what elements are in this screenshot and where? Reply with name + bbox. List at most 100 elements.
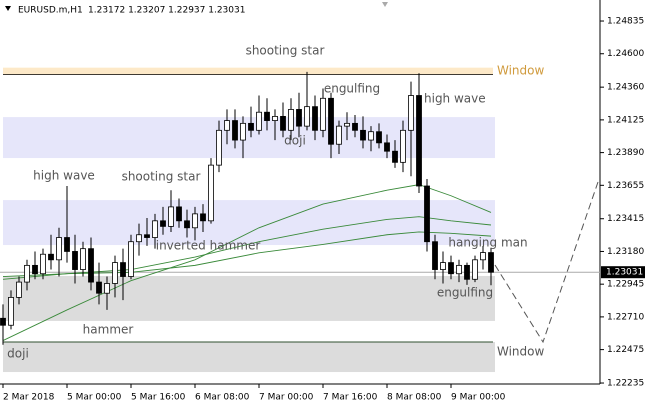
candle-body (336, 125, 342, 145)
candle-body (384, 142, 390, 152)
chart-info: 1.23172 1.23207 1.22937 1.23031 (88, 6, 245, 16)
candle-body (240, 122, 246, 141)
candle-body (448, 262, 454, 275)
candle-body (456, 264, 462, 275)
candle-body (296, 109, 302, 127)
menu-icon[interactable] (5, 6, 11, 11)
candle-body (232, 120, 238, 141)
candle-body (80, 248, 86, 270)
pattern-annotation: high wave (424, 92, 486, 106)
candle-body (8, 296, 14, 326)
y-tick-label: 1.24125 (607, 115, 644, 125)
candle-body (64, 237, 70, 252)
candle-body (280, 115, 286, 131)
x-tick-label: 2 Mar 2018 (3, 393, 55, 403)
candle-body (416, 95, 422, 187)
pattern-annotation: high wave (33, 169, 95, 183)
pattern-annotation: hanging man (448, 236, 527, 250)
candle-body (200, 213, 206, 222)
candle-body (0, 317, 6, 326)
candle-body (184, 220, 190, 229)
x-tick-label: 5 Mar 16:00 (131, 393, 186, 403)
chart-title: EURUSD.m,H1 (18, 6, 83, 16)
current-price-box (601, 266, 645, 279)
candle-body (464, 264, 470, 280)
candle-body (432, 241, 438, 270)
candle-body (152, 220, 158, 238)
shift-marker (382, 2, 388, 7)
x-tick-label: 7 Mar 00:00 (259, 393, 314, 403)
candle-body (96, 281, 102, 294)
price-zone (3, 341, 495, 373)
x-tick-label: 9 Mar 00:00 (451, 393, 506, 403)
candle-body (472, 259, 478, 280)
candle-body (72, 251, 78, 270)
x-tick-label: 5 Mar 00:00 (67, 393, 122, 403)
candle-body (40, 253, 46, 275)
y-tick-label: 1.23655 (607, 181, 644, 191)
projection-line (494, 181, 599, 344)
candle-body (16, 281, 22, 298)
candle-body (344, 122, 350, 127)
candle-body (104, 283, 110, 294)
candle-body (168, 206, 174, 227)
candle-body (88, 248, 94, 283)
candle-body (120, 262, 126, 277)
candle-body (112, 262, 118, 284)
candle-body (352, 122, 358, 131)
pattern-annotation: engulfing (437, 286, 493, 300)
candle-body (192, 213, 198, 229)
candle-body (224, 120, 230, 131)
candle-body (144, 234, 150, 238)
candle-body (488, 252, 494, 273)
candle-body (248, 122, 254, 131)
pattern-annotation: shooting star (246, 44, 325, 58)
candle-body (24, 264, 30, 283)
candle-body (320, 97, 326, 131)
pattern-annotation: shooting star (122, 170, 201, 184)
x-tick-label: 8 Mar 08:00 (387, 393, 442, 403)
pattern-annotation: doji (284, 134, 306, 148)
x-tick-label: 7 Mar 16:00 (323, 393, 378, 403)
pattern-annotation: inverted hammer (156, 239, 261, 253)
candle-body (424, 185, 430, 243)
y-tick-label: 1.22945 (607, 280, 644, 290)
candle-body (160, 220, 166, 227)
candle-body (264, 111, 270, 121)
candle-body (304, 106, 310, 127)
candle-body (288, 109, 294, 131)
y-tick-label: 1.22235 (607, 379, 644, 389)
candle-body (400, 129, 406, 163)
candle-body (360, 129, 366, 141)
y-tick-label: 1.23180 (607, 247, 644, 257)
y-tick-label: 1.22475 (607, 345, 644, 355)
pattern-annotation: doji (7, 347, 29, 361)
candle-body (328, 97, 334, 145)
pattern-annotation: Window (497, 345, 545, 359)
x-tick-label: 6 Mar 08:00 (195, 393, 250, 403)
price-zone (3, 275, 495, 321)
current-price-label: 1.23031 (606, 268, 643, 278)
candle-body (256, 111, 262, 131)
pattern-annotation: hammer (83, 323, 134, 337)
candle-body (176, 206, 182, 222)
candle-body (368, 131, 374, 141)
price-zone (3, 67, 493, 75)
candle-body (128, 241, 134, 277)
y-tick-label: 1.24360 (607, 83, 644, 93)
y-tick-label: 1.23890 (607, 148, 644, 158)
candle-body (208, 164, 214, 222)
candle-body (136, 234, 142, 243)
candle-body (440, 262, 446, 270)
price-zone (3, 200, 495, 246)
candle-body (480, 252, 486, 261)
candle-body (216, 129, 222, 166)
candle-body (48, 253, 54, 261)
y-tick-label: 1.23415 (607, 214, 644, 224)
candle-body (408, 95, 414, 131)
candle-body (392, 150, 398, 163)
y-tick-label: 1.22710 (607, 312, 644, 322)
y-tick-label: 1.24600 (607, 49, 644, 59)
candle-body (32, 264, 38, 275)
